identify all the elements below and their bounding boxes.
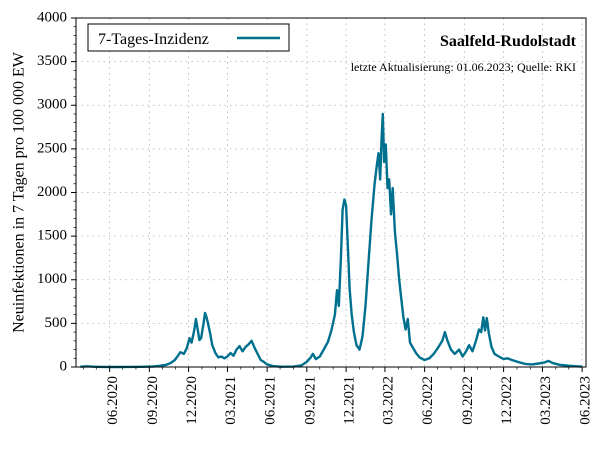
legend-label: 7-Tages-Inzidenz — [98, 31, 209, 48]
x-tick-label: 09.2022 — [460, 376, 476, 425]
y-tick-label: 3000 — [37, 97, 67, 113]
legend[interactable]: 7-Tages-Inzidenz — [87, 23, 290, 52]
series-layer — [80, 112, 583, 369]
x-tick-label: 03.2021 — [223, 376, 239, 425]
chart-title: Saalfeld-Rudolstadt — [440, 33, 577, 50]
x-axis-ticks: 06.2020 09.2020 12.2020 03.2021 06.2021 09.20… — [82, 367, 594, 425]
x-tick-label: 06.2022 — [420, 376, 436, 425]
x-tick-label: 12.2020 — [184, 376, 200, 425]
x-tick-label: 09.2020 — [145, 376, 161, 425]
y-tick-label: 3500 — [37, 53, 67, 69]
x-tick-label: 12.2021 — [342, 376, 358, 425]
y-tick-label: 0 — [60, 358, 68, 374]
y-tick-label: 1000 — [37, 271, 67, 287]
series-line-7-tages-inzidenz — [80, 112, 583, 369]
x-tick-label: 09.2021 — [302, 376, 318, 425]
x-tick-label: 03.2022 — [380, 376, 396, 425]
y-tick-label: 500 — [45, 315, 68, 331]
x-tick-label: 06.2021 — [263, 376, 279, 425]
x-tick-label: 12.2022 — [499, 376, 515, 425]
y-tick-label: 4000 — [37, 9, 67, 25]
y-axis-label: Neuinfektionen in 7 Tagen pro 100 000 EW — [11, 51, 28, 333]
x-tick-label: 06.2020 — [105, 376, 121, 425]
x-tick-label: 06.2023 — [578, 376, 594, 425]
y-axis-ticks: 0 500 1000 1500 2000 2500 3000 3500 4000 — [37, 9, 76, 374]
x-tick-label: 03.2023 — [538, 376, 554, 425]
y-tick-label: 2000 — [37, 184, 67, 200]
chart-subtitle: letzte Aktualisierung: 01.06.2023; Quell… — [351, 60, 576, 74]
grid-layer — [76, 18, 586, 367]
y-tick-label: 1500 — [37, 228, 67, 244]
y-tick-label: 2500 — [37, 140, 67, 156]
